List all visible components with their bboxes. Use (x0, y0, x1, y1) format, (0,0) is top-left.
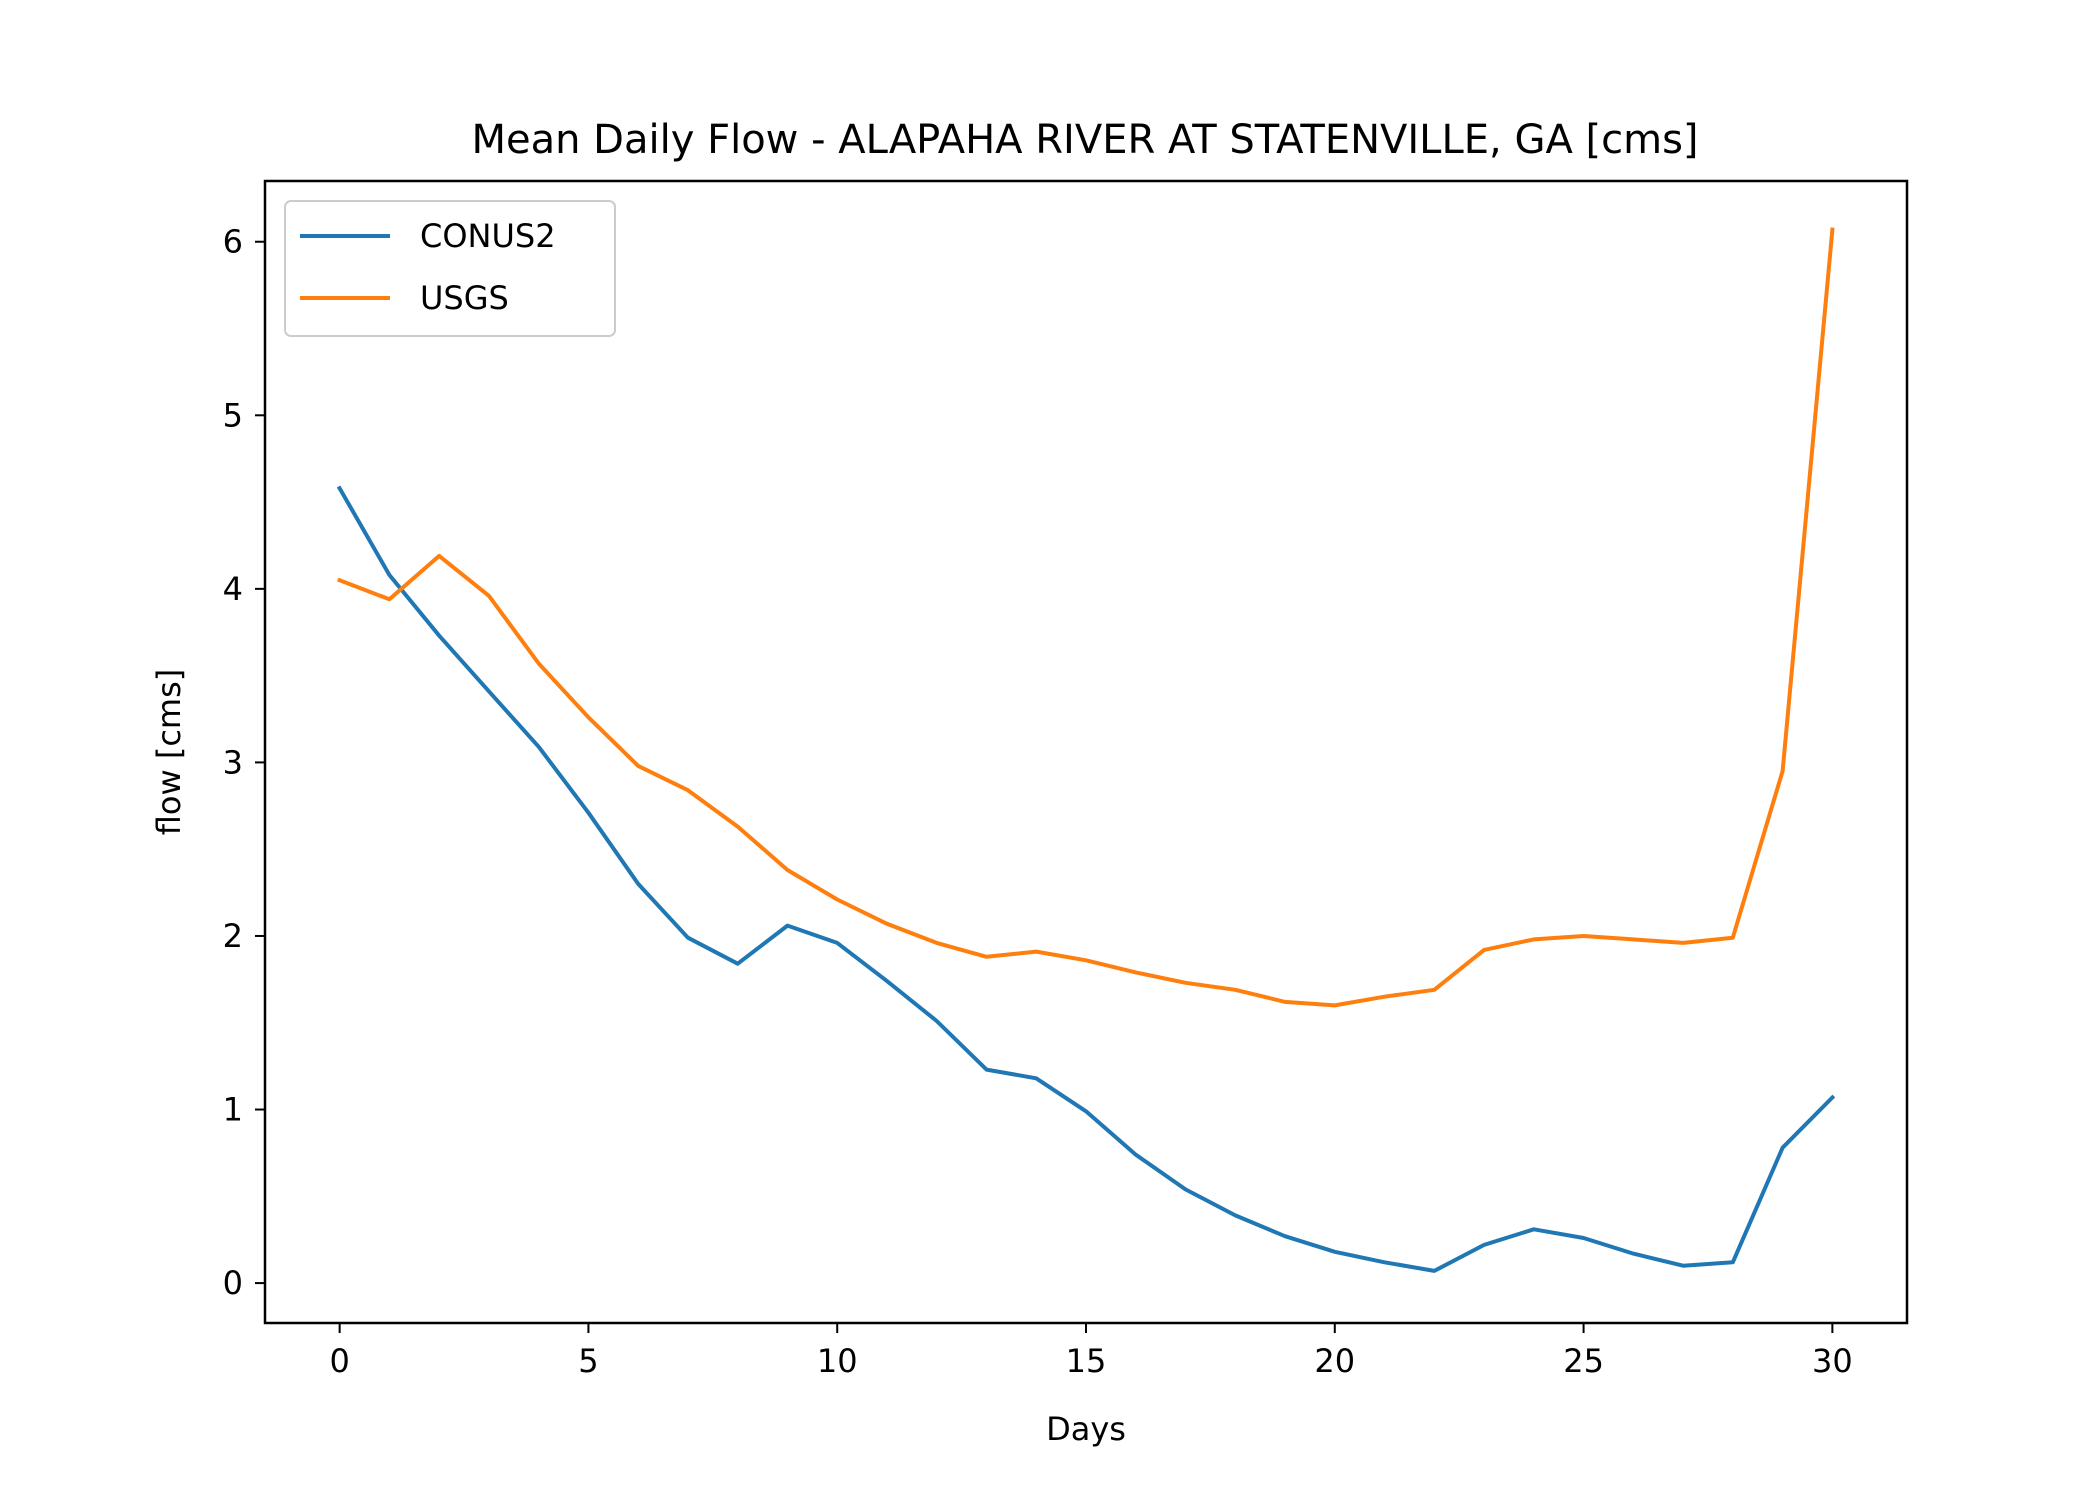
y-tick-label: 2 (223, 917, 243, 955)
series-line-usgs (337, 227, 1835, 1008)
y-tick-label: 3 (223, 743, 243, 781)
y-tick-label: 1 (223, 1091, 243, 1129)
y-axis: 0 1 2 3 4 5 6 (223, 223, 265, 1302)
x-tick-label: 30 (1812, 1342, 1853, 1380)
y-tick-label: 5 (223, 396, 243, 434)
legend-label: USGS (420, 279, 509, 317)
x-tick-label: 25 (1563, 1342, 1604, 1380)
y-tick-label: 0 (223, 1264, 243, 1302)
y-axis-label: flow [cms] (150, 669, 188, 835)
y-tick-label: 4 (223, 570, 243, 608)
x-axis: 0 5 10 15 20 25 30 (329, 1323, 1853, 1380)
series-lines (336, 227, 1836, 1273)
x-tick-label: 10 (817, 1342, 858, 1380)
legend-label: CONUS2 (420, 217, 556, 255)
x-tick-label: 5 (578, 1342, 598, 1380)
series-line-conus2 (336, 485, 1836, 1273)
x-tick-label: 15 (1066, 1342, 1107, 1380)
plot-frame (263, 179, 1909, 1325)
legend: CONUS2 USGS (284, 200, 616, 337)
y-tick-label: 6 (223, 223, 243, 261)
x-tick-label: 0 (329, 1342, 349, 1380)
chart-title: Mean Daily Flow - ALAPAHA RIVER AT STATE… (471, 117, 1698, 163)
x-tick-label: 20 (1314, 1342, 1355, 1380)
x-axis-label: Days (1046, 1410, 1126, 1448)
